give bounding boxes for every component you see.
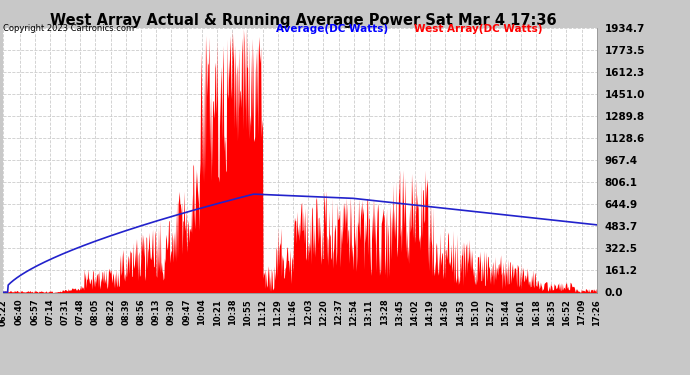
- Text: Copyright 2023 Cartronics.com: Copyright 2023 Cartronics.com: [3, 24, 135, 33]
- Text: Average(DC Watts): Average(DC Watts): [276, 24, 388, 34]
- Text: West Array Actual & Running Average Power Sat Mar 4 17:36: West Array Actual & Running Average Powe…: [50, 13, 557, 28]
- Text: West Array(DC Watts): West Array(DC Watts): [414, 24, 542, 34]
